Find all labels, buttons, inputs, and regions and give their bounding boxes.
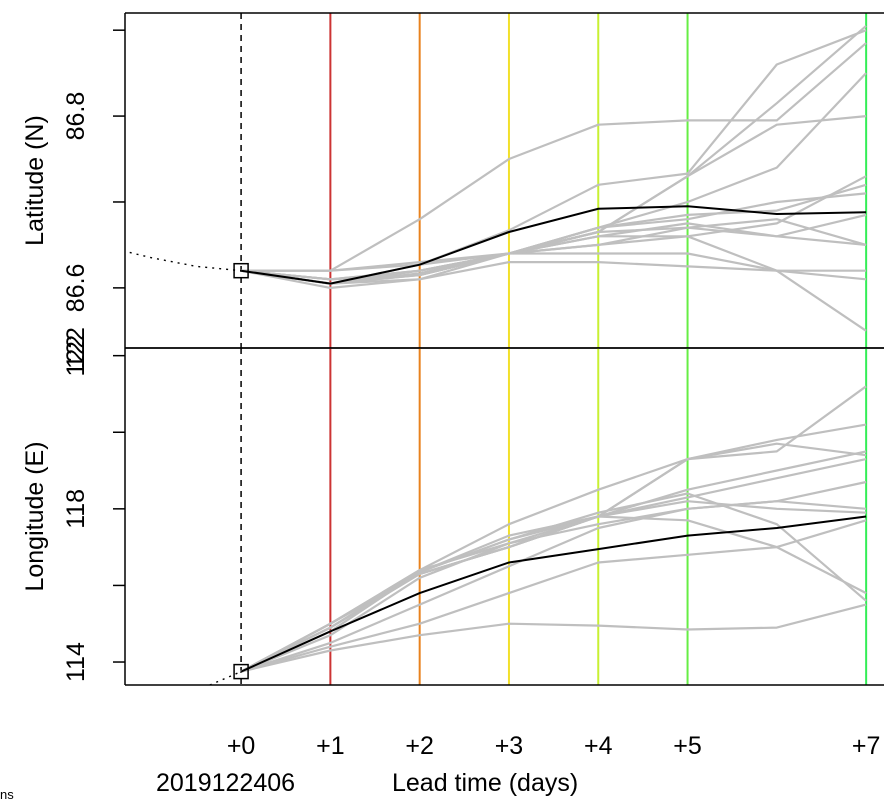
x-tick-label: +4 (584, 732, 613, 760)
latitude-control-track (240, 205, 867, 285)
longitude-ensemble-member-3 (240, 458, 867, 673)
longitude-initial-point (233, 663, 249, 680)
longitude-ensemble-member-8 (240, 515, 867, 673)
longitude-plot-area (209, 348, 868, 685)
latitude-corner-label: 122 (62, 327, 90, 369)
latitude-ensemble-member-1 (241, 42, 867, 272)
latitude-ensemble-member-8 (240, 261, 867, 285)
latitude-history-track (125, 250, 242, 272)
longitude-ensemble-member-6 (240, 603, 867, 673)
longitude-panel: 114 118 122 Longitude (E) (21, 335, 884, 686)
x-tick-label: +5 (673, 732, 702, 760)
footnote-text: ns (0, 787, 14, 799)
latitude-y-axis-title: Latitude (N) (21, 115, 49, 246)
longitude-ensemble-member-2 (240, 442, 867, 673)
longitude-ensemble-member-9 (240, 500, 867, 673)
x-tick-label: +1 (316, 732, 345, 760)
longitude-y-tick-label: 122 (62, 335, 90, 377)
x-axis-title: Lead time (days) (392, 769, 578, 797)
x-tick-label: +3 (495, 732, 524, 760)
longitude-y-tick-label: 118 (62, 489, 90, 529)
x-tick-label: +7 (852, 732, 881, 760)
latitude-initial-point (233, 262, 249, 279)
x-axis: +0 +1 +2 +3 +4 +5 +7 (227, 732, 881, 760)
longitude-history-track (209, 670, 242, 685)
latitude-y-tick-label: 86.6 (62, 264, 90, 313)
longitude-y-axis-title: Longitude (E) (21, 441, 49, 591)
latitude-plot-area (125, 13, 868, 348)
longitude-y-tick-label: 114 (62, 642, 90, 682)
longitude-ensemble-member-12 (240, 492, 867, 673)
latitude-ensemble-member-3 (241, 25, 867, 272)
latitude-ensemble-member-14 (240, 192, 867, 281)
x-tick-label: +0 (227, 732, 256, 760)
x-tick-label: +2 (405, 732, 434, 760)
longitude-ensemble-member-11 (240, 450, 867, 673)
latitude-panel: 86.6 86.8 122 Latitude (N) (21, 12, 884, 369)
latitude-y-tick-label: 86.8 (62, 92, 90, 141)
longitude-ensemble-member-7 (240, 519, 867, 673)
longitude-control-track (240, 515, 867, 673)
init-time-label: 2019122406 (156, 769, 295, 797)
